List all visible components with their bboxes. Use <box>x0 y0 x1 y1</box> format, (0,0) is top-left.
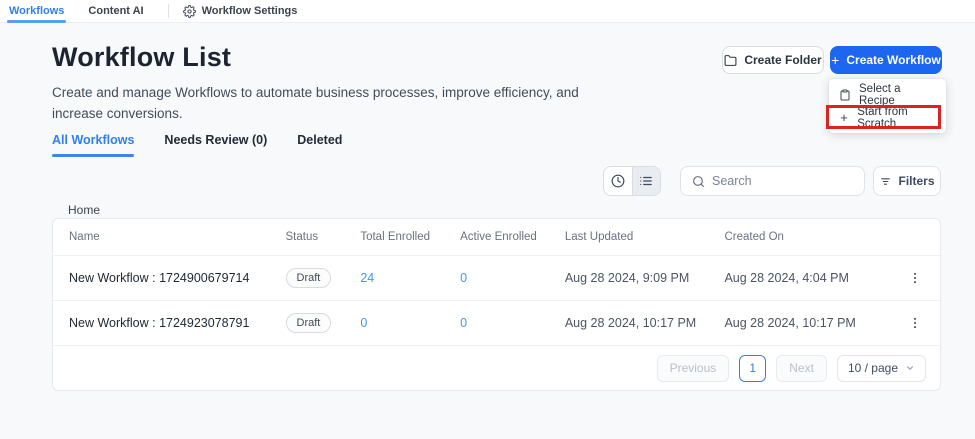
tab-all-workflows[interactable]: All Workflows <box>52 133 135 157</box>
page-size-label: 10 / page <box>847 361 898 375</box>
history-view-button[interactable] <box>604 167 632 195</box>
view-toggle <box>603 166 661 196</box>
filters-button[interactable]: Filters <box>873 166 941 196</box>
gear-icon <box>182 4 196 18</box>
workflow-name[interactable]: New Workflow : 1724900679714 <box>69 271 250 285</box>
search-input[interactable] <box>712 174 853 188</box>
status-badge: Draft <box>285 268 332 288</box>
workflow-tabs: All Workflows Needs Review (0) Deleted <box>52 133 342 157</box>
nav-tab-content-ai[interactable]: Content AI <box>88 0 143 22</box>
filter-icon <box>879 175 892 188</box>
nav-tab-workflow-settings-label: Workflow Settings <box>201 5 298 17</box>
nav-tab-content-ai-label: Content AI <box>88 5 144 17</box>
breadcrumb[interactable]: Home <box>68 203 101 217</box>
menu-item-start-from-scratch-label: Start from Scratch <box>857 105 908 130</box>
folder-icon <box>724 54 737 67</box>
menu-item-start-from-scratch[interactable]: + Start from Scratch <box>829 105 946 130</box>
workflow-name[interactable]: New Workflow : 1724923078791 <box>69 316 250 330</box>
active-enrolled-link[interactable]: 0 <box>460 271 468 285</box>
active-enrolled-link[interactable]: 0 <box>460 316 468 330</box>
column-header-status: Status <box>285 231 319 243</box>
create-folder-button[interactable]: Create Folder <box>722 46 824 74</box>
chevron-down-icon <box>905 363 915 373</box>
previous-page-button[interactable]: Previous <box>656 354 730 382</box>
column-header-active-enrolled: Active Enrolled <box>460 231 537 243</box>
column-header-name: Name <box>69 231 100 243</box>
list-icon <box>639 174 653 188</box>
page-size-select[interactable]: 10 / page <box>836 354 926 382</box>
nav-tab-workflows[interactable]: Workflows <box>6 0 67 23</box>
column-header-last-updated: Last Updated <box>564 231 634 243</box>
page-title: Workflow List <box>52 42 232 72</box>
table-row[interactable]: New Workflow : 1724923078791 Draft 0 0 A… <box>53 301 940 346</box>
column-header-total-enrolled: Total Enrolled <box>360 231 431 243</box>
created-on-value: Aug 28 2024, 4:04 PM <box>724 271 849 285</box>
top-navigation: Workflows Content AI Workflow Settings <box>0 0 975 23</box>
tab-deleted-label: Deleted <box>297 133 343 147</box>
plus-icon: + <box>840 110 848 125</box>
page-description: Create and manage Workflows to automate … <box>52 85 579 121</box>
pagination: Previous 1 Next 10 / page <box>53 346 940 390</box>
nav-tab-workflows-label: Workflows <box>9 5 65 17</box>
create-workflow-menu: Select a Recipe + Start from Scratch <box>829 79 946 133</box>
total-enrolled-link[interactable]: 24 <box>360 271 375 285</box>
next-page-button[interactable]: Next <box>776 354 827 382</box>
search-icon <box>692 175 705 188</box>
status-badge: Draft <box>285 313 332 333</box>
clock-icon <box>611 174 625 188</box>
menu-item-select-recipe-label: Select a Recipe <box>859 82 901 107</box>
list-view-button[interactable] <box>631 167 660 195</box>
created-on-value: Aug 28 2024, 10:17 PM <box>724 316 856 330</box>
workflow-table: Name Status Total Enrolled Active Enroll… <box>52 218 941 391</box>
tab-needs-review[interactable]: Needs Review (0) <box>164 133 267 157</box>
column-header-created-on: Created On <box>724 231 784 243</box>
table-row[interactable]: New Workflow : 1724900679714 Draft 24 0 … <box>53 256 940 301</box>
total-enrolled-link[interactable]: 0 <box>360 316 368 330</box>
create-folder-label: Create Folder <box>744 53 822 67</box>
tab-deleted[interactable]: Deleted <box>297 133 342 157</box>
nav-tab-workflow-settings[interactable]: Workflow Settings <box>182 4 298 18</box>
last-updated-value: Aug 28 2024, 9:09 PM <box>564 271 690 285</box>
plus-icon: + <box>831 51 840 68</box>
nav-divider <box>167 4 169 18</box>
tab-all-workflows-label: All Workflows <box>52 133 135 147</box>
create-workflow-button[interactable]: + Create Workflow <box>830 46 942 74</box>
row-actions-kebab-icon[interactable] <box>906 269 924 287</box>
last-updated-value: Aug 28 2024, 10:17 PM <box>564 316 697 330</box>
row-actions-kebab-icon[interactable] <box>906 314 924 332</box>
tab-needs-review-label: Needs Review (0) <box>164 133 268 147</box>
create-workflow-label: Create Workflow <box>846 53 941 67</box>
menu-item-select-recipe[interactable]: Select a Recipe <box>829 82 946 107</box>
current-page-button[interactable]: 1 <box>739 354 767 382</box>
search-box <box>680 166 865 196</box>
filters-label: Filters <box>898 174 935 188</box>
recipe-icon <box>839 89 851 101</box>
table-header-row: Name Status Total Enrolled Active Enroll… <box>53 219 940 256</box>
